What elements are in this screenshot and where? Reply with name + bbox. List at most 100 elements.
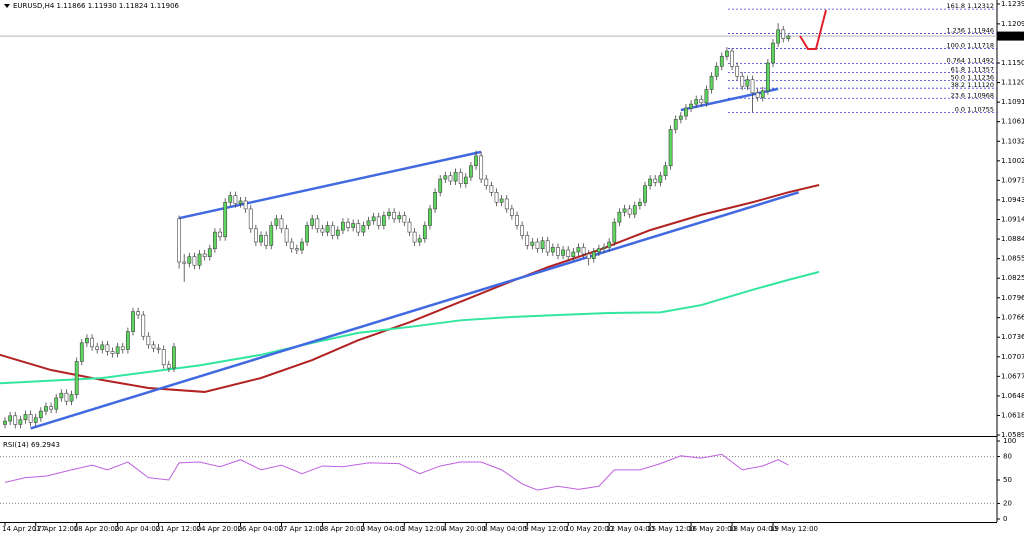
candle-body — [479, 155, 484, 180]
candle-body — [207, 248, 212, 257]
candle-body — [422, 225, 427, 240]
y-tick-label: 1.09140 — [1001, 216, 1024, 224]
candle-body — [8, 415, 13, 422]
y-tick-label: 1.06775 — [1001, 372, 1024, 380]
candle-body — [269, 225, 274, 246]
candle-body — [294, 248, 299, 251]
candle-body — [632, 205, 637, 215]
candle-body — [576, 247, 581, 253]
candle-body — [187, 256, 192, 264]
candle-body — [643, 185, 647, 203]
candle-body — [668, 129, 673, 167]
candle-body — [177, 218, 181, 263]
candle-body — [223, 201, 228, 238]
y-tick-label: 1.07070 — [1001, 353, 1024, 361]
y-tick-label: 1.06480 — [1001, 392, 1024, 400]
rsi-tick-label: 20 — [1003, 499, 1012, 507]
candle-body — [525, 235, 530, 246]
candle-body — [443, 175, 448, 180]
candle-body — [484, 178, 489, 186]
candle-body — [781, 29, 786, 39]
candle-body — [776, 29, 781, 44]
y-tick-label: 1.11500 — [1001, 59, 1024, 67]
candle-body — [730, 50, 734, 67]
candle-body — [300, 241, 304, 251]
candle-body — [366, 220, 371, 226]
y-tick-label: 1.10615 — [1001, 118, 1024, 126]
candle-body — [786, 35, 791, 40]
candle-body — [172, 346, 176, 369]
candle-body — [673, 119, 678, 130]
fib-label: 61.8 1.11357 — [951, 65, 994, 73]
moving-average — [0, 270, 820, 385]
candle-body — [709, 75, 714, 90]
candle-body — [765, 62, 770, 92]
candle-body — [689, 103, 693, 109]
candle-body — [463, 176, 468, 184]
candle-body — [637, 201, 642, 206]
last-price-label: 1.11906 — [1000, 32, 1024, 40]
candle-body — [591, 251, 596, 259]
candle-body — [509, 208, 514, 216]
candle-body — [376, 216, 381, 226]
candle-body — [115, 346, 120, 354]
candle-body — [714, 66, 719, 77]
candle-body — [305, 225, 309, 243]
candle-body — [381, 215, 386, 226]
fib-label: 23.6 1.10968 — [951, 91, 994, 99]
y-tick-label: 1.10025 — [1001, 157, 1024, 165]
candle-body — [131, 311, 135, 332]
candle-body — [38, 410, 43, 419]
candle-body — [136, 311, 141, 316]
x-tick-label: 9 May 12:00 — [524, 525, 568, 533]
candle-body — [412, 231, 417, 243]
y-tick-label: 1.12390 — [1001, 0, 1024, 8]
candle-body — [325, 225, 330, 233]
rsi-pane — [0, 453, 997, 504]
candle-body — [550, 247, 555, 253]
candle-body — [274, 218, 279, 226]
candle-body — [105, 344, 110, 352]
candle-body — [433, 192, 437, 210]
fib-label: 50.0 1.11236 — [951, 74, 994, 82]
candle-body — [218, 231, 222, 238]
candle-body — [141, 314, 146, 337]
moving-average — [0, 184, 820, 393]
candle-body — [44, 406, 48, 412]
candle-body — [530, 241, 535, 246]
candle-body — [489, 185, 494, 193]
candle-body — [663, 165, 668, 177]
fib-label: 1.236 1.11946 — [946, 26, 994, 34]
trendline — [30, 191, 799, 430]
candle-body — [561, 249, 565, 256]
candle-body — [678, 115, 683, 120]
candle-body — [617, 211, 622, 223]
x-tick-label: 8 May 04:00 — [483, 525, 527, 533]
rsi-label: RSI(14) 69.2943 — [3, 441, 60, 449]
candle-body — [233, 195, 238, 204]
x-tick-label: 16 May 20:00 — [688, 525, 736, 533]
y-tick-label: 1.09435 — [1001, 196, 1024, 204]
candle-body — [581, 247, 586, 255]
candle-body — [264, 235, 269, 246]
candle-body — [248, 208, 253, 230]
y-tick-label: 1.10910 — [1001, 98, 1024, 106]
candle-body — [69, 394, 74, 402]
candle-body — [515, 215, 519, 226]
header-arrow — [4, 4, 10, 8]
candle-body — [18, 419, 23, 425]
candle-body — [243, 200, 248, 210]
candle-body — [253, 228, 258, 243]
candle-body — [125, 331, 130, 350]
candle-body — [54, 397, 59, 410]
candle-body — [658, 175, 663, 183]
rsi-tick-label: 50 — [1003, 476, 1012, 484]
candle-body — [100, 344, 105, 350]
candle-body — [612, 221, 617, 243]
candle-body — [85, 337, 89, 344]
candle-body — [110, 351, 115, 354]
candle-body — [474, 155, 478, 167]
candle-body — [622, 208, 627, 213]
forecast-arrow — [799, 9, 827, 50]
candle-body — [156, 347, 161, 350]
